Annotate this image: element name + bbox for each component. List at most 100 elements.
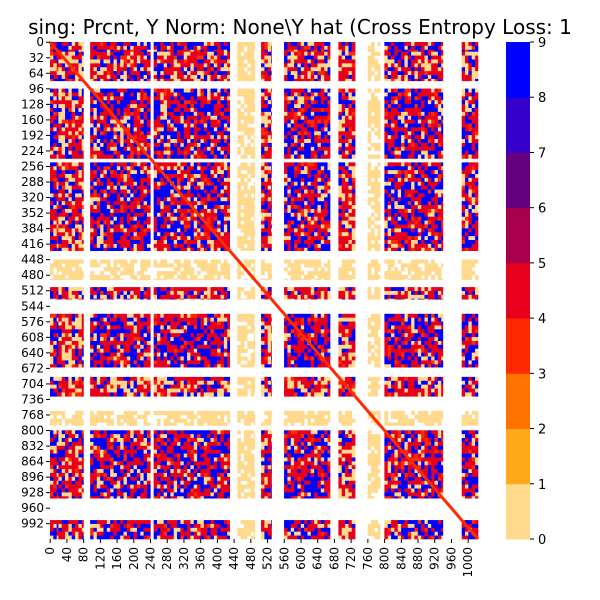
heatmap-cell bbox=[126, 185, 131, 190]
heatmap-cell bbox=[304, 51, 308, 56]
heatmap-cell bbox=[304, 232, 308, 237]
heatmap-cell bbox=[374, 75, 378, 80]
heatmap-cell bbox=[264, 189, 269, 194]
heatmap-cell bbox=[120, 104, 124, 109]
heatmap-cell bbox=[284, 232, 288, 237]
heatmap-cell bbox=[348, 131, 353, 136]
heatmap-cell bbox=[68, 177, 73, 183]
heatmap-cell bbox=[197, 104, 201, 109]
heatmap-cell bbox=[190, 232, 195, 237]
heatmap-cell bbox=[394, 166, 399, 171]
heatmap-cell bbox=[193, 139, 198, 144]
heatmap-cell bbox=[180, 189, 185, 194]
heatmap-cell bbox=[90, 189, 94, 194]
heatmap-cell bbox=[324, 71, 328, 76]
heatmap-cell bbox=[157, 201, 161, 206]
heatmap-cell bbox=[300, 75, 305, 80]
heatmap-cell bbox=[56, 220, 59, 225]
heatmap-cell bbox=[294, 142, 298, 148]
heatmap-cell bbox=[116, 197, 121, 202]
heatmap-cell bbox=[93, 189, 98, 194]
heatmap-cell bbox=[287, 55, 292, 60]
heatmap-cell bbox=[123, 150, 128, 155]
heatmap-cell bbox=[50, 115, 54, 120]
heatmap-cell bbox=[294, 123, 298, 128]
heatmap-cell bbox=[421, 51, 425, 56]
heatmap-cell bbox=[377, 100, 381, 105]
heatmap-cell bbox=[96, 115, 101, 120]
heatmap-cell bbox=[50, 71, 54, 76]
heatmap-cell bbox=[146, 193, 151, 198]
heatmap-cell bbox=[348, 92, 353, 97]
heatmap-cell bbox=[200, 51, 205, 56]
heatmap-cell bbox=[411, 131, 415, 136]
heatmap-cell bbox=[68, 45, 73, 51]
heatmap-cell bbox=[427, 111, 432, 117]
heatmap-cell bbox=[177, 240, 181, 245]
heatmap-cell bbox=[96, 205, 101, 210]
heatmap-cell bbox=[261, 123, 265, 128]
heatmap-cell bbox=[304, 162, 308, 167]
heatmap-cell bbox=[434, 51, 439, 56]
heatmap-cell bbox=[58, 71, 62, 76]
heatmap-cell bbox=[243, 88, 248, 93]
heatmap-cell bbox=[203, 146, 208, 152]
heatmap-cell bbox=[78, 51, 83, 56]
heatmap-cell bbox=[210, 201, 215, 206]
heatmap-cell bbox=[427, 45, 432, 51]
heatmap-cell bbox=[106, 135, 111, 140]
heatmap-cell bbox=[220, 216, 225, 221]
heatmap-cell bbox=[297, 174, 302, 179]
heatmap-cell bbox=[217, 123, 221, 128]
heatmap-cell bbox=[126, 142, 131, 148]
heatmap-cell bbox=[391, 49, 395, 53]
heatmap-cell bbox=[160, 100, 164, 105]
heatmap-cell bbox=[240, 162, 245, 167]
heatmap-cell bbox=[401, 111, 405, 117]
heatmap-cell bbox=[157, 139, 161, 144]
heatmap-cell bbox=[140, 170, 144, 175]
heatmap-cell bbox=[310, 232, 315, 237]
heatmap-cell bbox=[170, 127, 175, 132]
heatmap-cell bbox=[407, 75, 412, 80]
heatmap-cell bbox=[471, 123, 476, 128]
heatmap-cell bbox=[116, 181, 121, 186]
heatmap-cell bbox=[123, 139, 128, 144]
heatmap-cell bbox=[81, 220, 84, 225]
heatmap-cell bbox=[253, 228, 256, 233]
heatmap-cell bbox=[71, 135, 76, 140]
heatmap-cell bbox=[304, 197, 308, 202]
heatmap-cell bbox=[100, 59, 104, 64]
heatmap-cell bbox=[71, 170, 76, 175]
heatmap-cell bbox=[167, 201, 171, 206]
heatmap-cell bbox=[240, 127, 245, 132]
heatmap-cell bbox=[441, 88, 444, 93]
heatmap-cell bbox=[250, 220, 255, 225]
heatmap-cell bbox=[317, 166, 322, 171]
heatmap-cell bbox=[187, 135, 191, 140]
heatmap-cell bbox=[207, 71, 211, 76]
heatmap-cell bbox=[264, 63, 269, 68]
heatmap-cell bbox=[56, 162, 59, 167]
heatmap-cell bbox=[424, 88, 429, 93]
heatmap-cell bbox=[397, 55, 402, 60]
heatmap-cell bbox=[210, 181, 215, 186]
heatmap-cell bbox=[170, 162, 175, 167]
heatmap-cell bbox=[240, 59, 245, 64]
heatmap-cell bbox=[261, 139, 265, 144]
heatmap-cell bbox=[240, 166, 245, 171]
heatmap-cell bbox=[307, 247, 312, 251]
heatmap-cell bbox=[284, 247, 288, 251]
heatmap-cell bbox=[391, 92, 395, 97]
heatmap-cell bbox=[220, 146, 225, 152]
heatmap-cell bbox=[247, 216, 251, 221]
heatmap-cell bbox=[284, 216, 288, 221]
heatmap-cell bbox=[227, 142, 231, 148]
heatmap-cell bbox=[237, 88, 241, 93]
heatmap-cell bbox=[297, 247, 302, 251]
heatmap-cell bbox=[247, 201, 251, 206]
heatmap-cell bbox=[163, 170, 168, 175]
heatmap-cell bbox=[327, 243, 331, 249]
heatmap-cell bbox=[227, 63, 231, 68]
heatmap-cell bbox=[75, 185, 79, 190]
